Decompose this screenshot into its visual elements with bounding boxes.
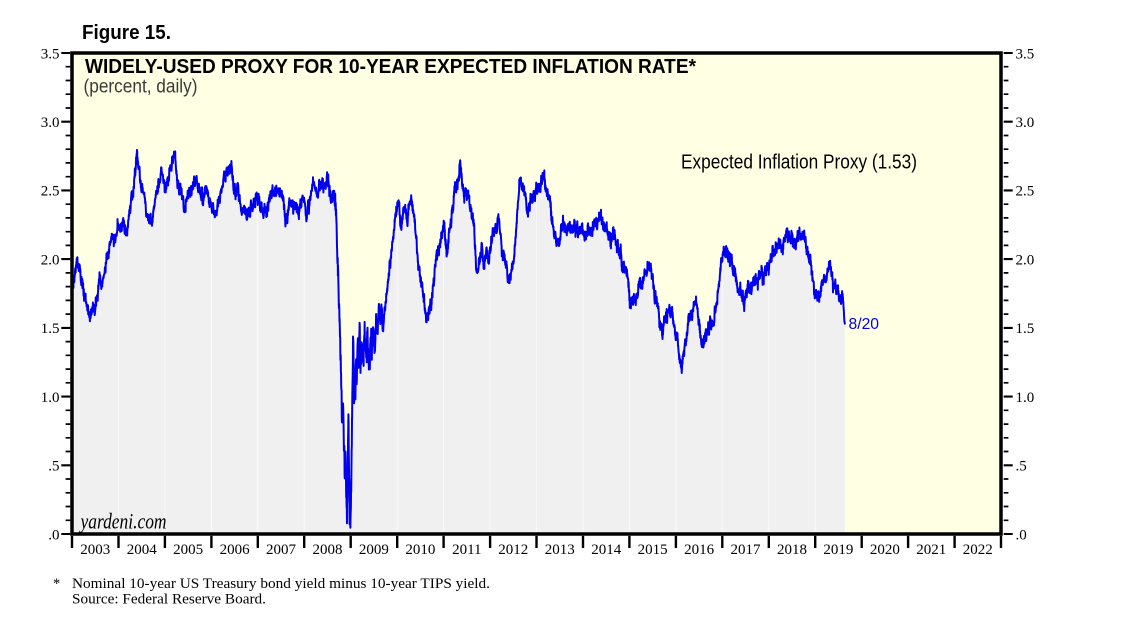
svg-text:2006: 2006 [220, 542, 251, 558]
svg-text:3.0: 3.0 [1016, 115, 1035, 131]
svg-text:yardeni.com: yardeni.com [79, 509, 167, 534]
svg-text:2014: 2014 [591, 542, 622, 558]
svg-text:2012: 2012 [498, 542, 528, 558]
svg-text:2011: 2011 [452, 542, 481, 558]
svg-text:.5: .5 [1016, 459, 1027, 475]
svg-text:2018: 2018 [777, 542, 807, 558]
svg-text:Figure 15.: Figure 15. [82, 22, 171, 44]
svg-text:*: * [53, 576, 60, 592]
svg-text:3.0: 3.0 [41, 115, 60, 131]
svg-text:2.0: 2.0 [41, 252, 60, 268]
svg-text:.5: .5 [48, 459, 59, 475]
svg-text:2016: 2016 [684, 542, 715, 558]
svg-text:2.5: 2.5 [1016, 184, 1035, 200]
svg-text:.0: .0 [48, 527, 59, 543]
svg-text:3.5: 3.5 [41, 46, 60, 62]
svg-text:(percent, daily): (percent, daily) [84, 76, 198, 97]
svg-text:2.0: 2.0 [1016, 252, 1035, 268]
svg-text:2004: 2004 [127, 542, 158, 558]
svg-text:8/20: 8/20 [849, 316, 880, 333]
svg-text:2009: 2009 [359, 542, 389, 558]
svg-text:WIDELY-USED PROXY FOR 10-YEAR: WIDELY-USED PROXY FOR 10-YEAR EXPECTED I… [85, 56, 696, 78]
svg-text:Nominal 10-year US Treasury bo: Nominal 10-year US Treasury bond yield m… [72, 576, 490, 592]
svg-text:2021: 2021 [916, 542, 946, 558]
svg-text:2022: 2022 [963, 542, 993, 558]
svg-text:2015: 2015 [638, 542, 668, 558]
svg-text:2017: 2017 [731, 542, 762, 558]
svg-text:1.0: 1.0 [41, 390, 60, 406]
svg-text:2008: 2008 [313, 542, 343, 558]
svg-text:2019: 2019 [823, 542, 853, 558]
svg-text:1.5: 1.5 [41, 321, 60, 337]
svg-text:2007: 2007 [266, 542, 297, 558]
svg-text:.0: .0 [1016, 527, 1027, 543]
svg-text:2.5: 2.5 [41, 184, 60, 200]
svg-text:1.5: 1.5 [1016, 321, 1035, 337]
svg-text:2003: 2003 [80, 542, 110, 558]
svg-text:3.5: 3.5 [1016, 46, 1035, 62]
svg-text:2013: 2013 [545, 542, 575, 558]
svg-text:2005: 2005 [173, 542, 203, 558]
svg-text:1.0: 1.0 [1016, 390, 1035, 406]
svg-text:2020: 2020 [870, 542, 900, 558]
svg-text:2010: 2010 [405, 542, 435, 558]
svg-text:Expected Inflation Proxy (1.53: Expected Inflation Proxy (1.53) [681, 151, 917, 174]
svg-text:Source: Federal Reserve Board.: Source: Federal Reserve Board. [72, 591, 266, 607]
